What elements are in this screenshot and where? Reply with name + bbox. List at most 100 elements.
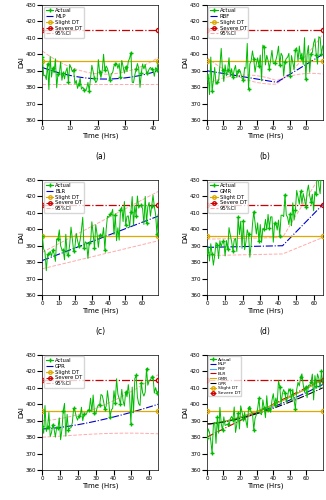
Line: MLP: MLP	[207, 384, 323, 424]
Legend: Actual, GMR, Slight DT, Severe DT, 95%CI: Actual, GMR, Slight DT, Severe DT, 95%CI	[208, 182, 248, 213]
Actual	[156, 211, 160, 217]
Actual	[56, 425, 60, 431]
Actual	[305, 50, 309, 56]
GPR	[146, 404, 150, 410]
Actual	[205, 435, 209, 441]
Line: GMR: GMR	[207, 204, 323, 248]
Actual	[287, 386, 291, 392]
RBF	[210, 420, 214, 426]
GMR	[236, 415, 240, 421]
RBF	[311, 382, 315, 388]
GMR	[321, 376, 325, 382]
X-axis label: Time (Hrs): Time (Hrs)	[246, 482, 283, 489]
GMR	[212, 244, 216, 250]
Y-axis label: DAI: DAI	[18, 56, 24, 68]
Line: MLP: MLP	[42, 68, 158, 79]
Actual	[241, 78, 245, 84]
GMR	[227, 244, 230, 250]
GMR	[315, 380, 319, 386]
Actual	[40, 54, 44, 60]
Actual	[303, 34, 306, 40]
Actual	[318, 190, 322, 196]
Legend: Actual, GPR, Slight DT, Severe DT, 95%CI: Actual, GPR, Slight DT, Severe DT, 95%CI	[44, 356, 84, 388]
Actual	[154, 212, 157, 218]
Actual	[56, 70, 60, 76]
GPR	[311, 390, 315, 396]
MLP	[236, 416, 240, 422]
Y-axis label: DAI: DAI	[183, 406, 189, 418]
RBF	[212, 420, 216, 426]
BLR	[156, 213, 160, 219]
Actual	[151, 192, 155, 198]
Text: (b): (b)	[259, 152, 270, 162]
X-axis label: Time (Hrs): Time (Hrs)	[82, 308, 119, 314]
MLP	[210, 420, 214, 426]
Actual	[317, 376, 321, 382]
Actual	[241, 416, 245, 422]
MLP	[47, 67, 51, 73]
X-axis label: Time (Hrs): Time (Hrs)	[246, 308, 283, 314]
BLR	[62, 250, 66, 256]
BLR	[227, 424, 230, 430]
Y-axis label: DAI: DAI	[183, 56, 189, 68]
Actual	[156, 388, 160, 394]
RBF	[311, 57, 315, 63]
Legend: Actual, RBF, Slight DT, Severe DT, 95%CI: Actual, RBF, Slight DT, Severe DT, 95%CI	[208, 6, 248, 38]
MLP	[103, 76, 107, 82]
MLP	[311, 386, 315, 392]
RBF	[227, 418, 230, 424]
RBF	[274, 80, 278, 86]
GMR	[315, 208, 319, 214]
GPR	[236, 416, 240, 422]
MLP	[62, 71, 66, 77]
RBF	[321, 376, 325, 382]
MLP	[147, 70, 151, 76]
GMR	[210, 244, 214, 250]
RBF	[316, 54, 319, 60]
Actual	[321, 43, 325, 49]
GMR	[227, 418, 230, 424]
BLR	[210, 432, 214, 438]
Actual	[303, 196, 306, 202]
Actual	[303, 390, 306, 396]
MLP	[156, 68, 160, 74]
Actual	[123, 198, 126, 204]
Line: Actual: Actual	[41, 367, 160, 442]
Line: RBF: RBF	[207, 54, 323, 82]
Actual	[141, 206, 144, 212]
Text: (d): (d)	[259, 328, 270, 336]
GPR	[227, 418, 230, 424]
Actual	[316, 159, 319, 165]
X-axis label: Time (Hrs): Time (Hrs)	[82, 482, 119, 489]
Actual	[138, 402, 142, 408]
Text: (a): (a)	[95, 152, 106, 162]
Actual	[57, 227, 61, 233]
Actual	[76, 86, 80, 91]
X-axis label: Time (Hrs): Time (Hrs)	[82, 132, 119, 139]
Line: Actual: Actual	[205, 160, 324, 267]
Line: BLR: BLR	[207, 380, 323, 437]
Actual	[139, 70, 143, 76]
GMR	[212, 420, 216, 426]
Y-axis label: DAI: DAI	[18, 406, 24, 418]
RBF	[321, 52, 325, 58]
Actual	[287, 222, 291, 228]
Actual	[40, 423, 44, 429]
RBF	[236, 73, 240, 79]
Y-axis label: DAI: DAI	[18, 232, 24, 243]
BLR	[151, 216, 155, 222]
Actual	[305, 394, 309, 400]
GPR	[151, 403, 155, 409]
Actual	[321, 381, 325, 387]
BLR	[45, 256, 49, 262]
Actual	[212, 262, 215, 268]
RBF	[315, 380, 319, 386]
RBF	[205, 68, 209, 74]
Actual	[210, 450, 214, 456]
Actual	[142, 66, 146, 72]
GMR	[311, 382, 315, 388]
BLR	[315, 380, 319, 386]
Legend: Actual, MLP, Slight DT, Severe DT, 95%CI: Actual, MLP, Slight DT, Severe DT, 95%CI	[44, 6, 84, 38]
GPR	[62, 424, 66, 430]
Actual	[205, 249, 209, 255]
